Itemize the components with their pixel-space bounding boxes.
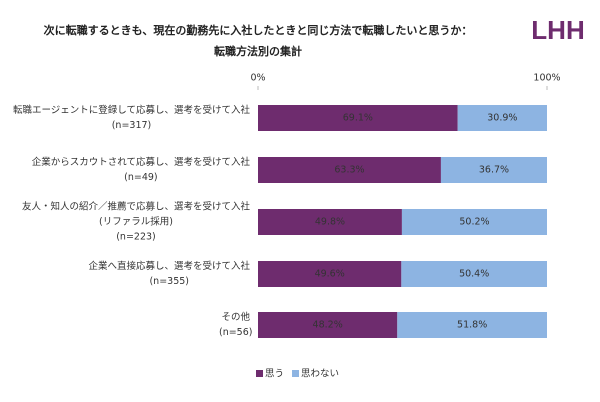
category-label: (n=223) (116, 232, 156, 243)
category-label: 企業からスカウトされて応募し、選考を受けて入社 (32, 156, 251, 168)
category-label: (リファラル採用) (99, 216, 173, 228)
bar-segment (401, 209, 547, 235)
legend-label: 思う (265, 369, 284, 380)
category-label: 友人・知人の紹介／推薦で応募し、選考を受けて入社 (22, 201, 251, 213)
bar-segment (258, 209, 402, 235)
x-tick-label: 0% (250, 73, 265, 84)
category-label: 企業へ直接応募し、選考を受けて入社 (88, 260, 250, 272)
bar-segment (401, 261, 547, 287)
bar-segment (397, 312, 547, 338)
chart-subtitle: 転職方法別の集計 (214, 44, 302, 58)
data-label: 63.3% (334, 165, 364, 176)
data-label: 50.2% (459, 217, 489, 228)
bar-segment (258, 157, 441, 183)
category-label: (n=56) (219, 327, 252, 338)
data-label: 36.7% (479, 165, 509, 176)
data-label: 49.8% (315, 217, 345, 228)
legend-swatch (256, 370, 263, 377)
chart-title: 次に転職するときも、現在の勤務先に入社したときと同じ方法で転職したいと思うか： (44, 23, 473, 37)
bar-segment (258, 261, 402, 287)
category-label: (n=49) (124, 172, 157, 183)
data-label: 69.1% (343, 113, 373, 124)
data-label: 51.8% (457, 320, 487, 331)
legend-swatch (292, 370, 300, 377)
data-label: 49.6% (315, 269, 345, 280)
data-label: 48.2% (313, 320, 343, 331)
bar-segment (440, 157, 547, 183)
x-tick-label: 100% (533, 73, 560, 84)
category-label: 転職エージェントに登録して応募し、選考を受けて入社 (13, 104, 251, 116)
bar-segment (457, 105, 547, 131)
legend-label: 思わない (301, 369, 339, 380)
data-label: 50.4% (459, 269, 489, 280)
data-label: 30.9% (487, 113, 517, 124)
bar-segment (258, 105, 458, 131)
category-label: (n=355) (149, 276, 189, 287)
bar-segment (258, 312, 398, 338)
category-label: その他 (221, 311, 250, 323)
logo: LHH (531, 15, 584, 45)
category-label: (n=317) (112, 120, 152, 131)
